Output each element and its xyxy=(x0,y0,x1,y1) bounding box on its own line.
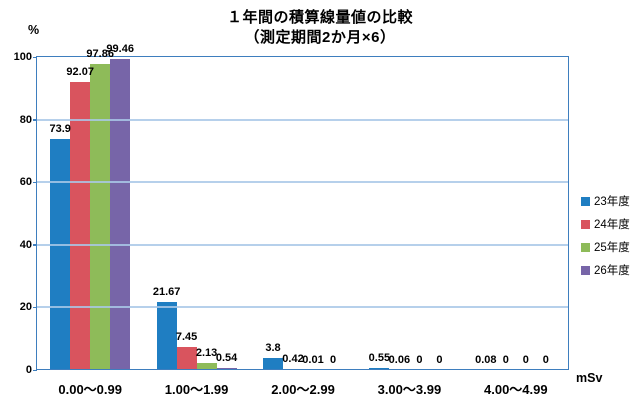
y-tick-label: 0 xyxy=(25,364,32,376)
bar xyxy=(263,358,283,370)
y-tick-label: 40 xyxy=(19,238,32,251)
bar-value-label: 0 xyxy=(416,354,423,366)
bar xyxy=(283,368,303,370)
bar-value-label: 7.45 xyxy=(175,330,198,343)
bar-value-label: 0 xyxy=(542,354,549,366)
y-axis-tick xyxy=(33,244,37,246)
bar xyxy=(216,368,237,370)
legend-swatch-icon xyxy=(581,242,590,252)
y-axis-tick xyxy=(33,306,37,309)
legend-label: 24年度 xyxy=(594,219,630,231)
bar xyxy=(369,368,390,370)
bar xyxy=(196,363,217,370)
bar-value-label: 2.13 xyxy=(195,347,218,360)
y-axis-tick xyxy=(33,119,37,121)
bar-value-label: 3.8 xyxy=(265,342,281,355)
bar-value-label: 92.07 xyxy=(66,65,94,78)
bar-value-label: 0.01 xyxy=(302,353,324,366)
legend-swatch-icon xyxy=(581,219,590,229)
y-axis-tick xyxy=(33,369,37,371)
legend-label: 23年度 xyxy=(594,196,630,208)
bar-value-label: 99.46 xyxy=(106,42,134,55)
legend-item: 23年度 xyxy=(581,194,630,208)
y-tick-label: 80 xyxy=(19,113,32,126)
legend-swatch-icon xyxy=(581,196,590,206)
bar-value-label: 0.42 xyxy=(282,352,304,365)
gridline xyxy=(37,306,569,309)
y-axis-unit-label: % xyxy=(28,23,40,37)
gridline xyxy=(37,243,569,246)
y-axis-tick xyxy=(33,56,37,58)
y-axis-tick xyxy=(33,181,37,184)
bar-value-label: 0.06 xyxy=(388,353,411,366)
gridline xyxy=(37,118,569,121)
x-category-label: 2.00～2.99 xyxy=(271,382,335,397)
bar xyxy=(110,58,131,370)
y-tick-label: 100 xyxy=(13,51,32,63)
bar xyxy=(176,346,197,370)
x-category-label: 4.00～4.99 xyxy=(483,382,548,397)
legend-item: 25年度 xyxy=(581,240,630,254)
bar-value-label: 21.67 xyxy=(152,286,181,299)
bar xyxy=(156,302,177,370)
gridline xyxy=(37,181,569,184)
bar xyxy=(50,138,71,370)
x-category-label: 1.00～1.99 xyxy=(164,382,229,397)
bar-value-label: 0 xyxy=(522,354,529,366)
y-tick-label: 20 xyxy=(19,301,32,314)
chart-title: １年間の積算線量値の比較 xyxy=(226,9,413,26)
x-category-label: 0.00～0.99 xyxy=(58,382,122,397)
bar xyxy=(90,63,111,370)
bar-value-label: 0 xyxy=(502,354,509,366)
legend-label: 25年度 xyxy=(594,242,630,254)
legend-label: 26年度 xyxy=(594,265,630,277)
legend-item: 26年度 xyxy=(581,263,630,277)
bar-value-label: 0.55 xyxy=(368,352,391,365)
bar-value-label: 0 xyxy=(436,354,443,366)
y-tick-label: 60 xyxy=(19,176,32,189)
bar-value-label: 0.54 xyxy=(215,352,238,365)
legend-swatch-icon xyxy=(581,265,590,275)
legend-item: 24年度 xyxy=(581,217,630,231)
bar xyxy=(70,81,91,370)
bar-value-label: 73.9 xyxy=(49,122,71,135)
x-category-label: 3.00～3.99 xyxy=(377,382,442,397)
bar-value-label: 0 xyxy=(329,354,337,366)
legend: 23年度 24年度 25年度 26年度 xyxy=(581,194,630,277)
bar-value-label: 0.08 xyxy=(475,353,497,366)
x-axis-unit-label: mSv xyxy=(576,371,603,385)
chart-subtitle: （測定期間2か月×6） xyxy=(244,29,396,46)
